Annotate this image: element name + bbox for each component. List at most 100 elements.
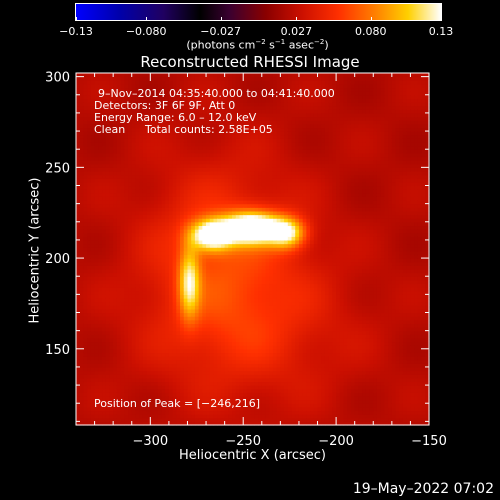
- heatmap-cell: [172, 185, 177, 190]
- heatmap-cell: [109, 265, 114, 270]
- heatmap-cell: [235, 258, 241, 263]
- heatmap-cell: [87, 102, 92, 107]
- heatmap-cell: [246, 134, 252, 139]
- heatmap-cell: [124, 127, 129, 132]
- heatmap-cell: [146, 319, 151, 324]
- heatmap-cell: [116, 192, 122, 197]
- heatmap-cell: [116, 334, 122, 339]
- heatmap-cell: [183, 105, 189, 110]
- heatmap-cell: [150, 200, 155, 205]
- heatmap-cell: [209, 127, 215, 132]
- heatmap-cell: [246, 229, 252, 234]
- heatmap-cell: [194, 341, 200, 346]
- heatmap-cell: [250, 330, 255, 335]
- heatmap-cell: [228, 87, 233, 92]
- heatmap-cell: [113, 388, 118, 393]
- heatmap-cell: [113, 156, 118, 161]
- heatmap-cell: [232, 196, 237, 201]
- heatmap-cell: [258, 141, 263, 147]
- heatmap-cell: [124, 76, 129, 81]
- heatmap-cell: [239, 403, 244, 408]
- heatmap-cell: [79, 258, 85, 263]
- heatmap-cell: [191, 207, 196, 212]
- heatmap-cell: [228, 316, 233, 321]
- heatmap-cell: [120, 221, 125, 227]
- heatmap-cell: [191, 192, 196, 197]
- heatmap-cell: [180, 261, 185, 266]
- heatmap-cell: [213, 131, 218, 136]
- heatmap-cell: [87, 308, 92, 314]
- heatmap-cell: [146, 102, 151, 107]
- heatmap-cell: [228, 330, 233, 335]
- heatmap-cell: [250, 363, 255, 368]
- heatmap-cell: [232, 352, 237, 357]
- heatmap-cell: [228, 170, 233, 176]
- heatmap-cell: [135, 403, 140, 408]
- heatmap-cell: [243, 352, 248, 357]
- heatmap-cell: [258, 225, 263, 230]
- heatmap-cell: [209, 185, 215, 190]
- heatmap-cell: [161, 192, 166, 197]
- heatmap-cell: [202, 359, 207, 364]
- heatmap-cell: [239, 210, 244, 216]
- heatmap-cell: [194, 76, 200, 81]
- heatmap-cell: [83, 305, 88, 310]
- heatmap-cell: [202, 341, 207, 346]
- heatmap-cell: [161, 417, 166, 422]
- heatmap-cell: [172, 83, 177, 89]
- heatmap-cell: [120, 214, 125, 219]
- heatmap-cell: [176, 265, 181, 270]
- heatmap-cell: [142, 80, 148, 85]
- heatmap-cell: [116, 91, 122, 96]
- heatmap-cell: [87, 149, 92, 154]
- heatmap-cells: [76, 73, 430, 426]
- heatmap-cell: [183, 399, 189, 404]
- heatmap-cell: [235, 174, 241, 179]
- heatmap-cell: [79, 109, 85, 114]
- heatmap-cell: [113, 163, 118, 168]
- heatmap-cell: [116, 138, 122, 143]
- heatmap-cell: [198, 294, 203, 299]
- heatmap-cell: [150, 210, 155, 216]
- heatmap-cell: [261, 218, 267, 223]
- heatmap-cell: [131, 417, 137, 422]
- heatmap-cell: [187, 359, 192, 364]
- heatmap-cell: [217, 247, 222, 252]
- heatmap-cell: [228, 127, 233, 132]
- heatmap-cell: [232, 297, 237, 303]
- heatmap-cell: [198, 421, 203, 426]
- heatmap-cell: [217, 283, 222, 288]
- heatmap-cell: [172, 272, 177, 277]
- heatmap-cell: [79, 399, 85, 404]
- heatmap-cell: [90, 268, 96, 274]
- heatmap-cell: [209, 414, 215, 419]
- heatmap-cell: [154, 254, 159, 259]
- heatmap-cell: [191, 308, 196, 314]
- heatmap-cell: [180, 239, 185, 245]
- heatmap-cell: [128, 381, 133, 386]
- heatmap-cell: [109, 417, 114, 422]
- heatmap-cell: [146, 149, 151, 154]
- heatmap-cell: [124, 366, 129, 372]
- heatmap-cell: [187, 345, 192, 350]
- heatmap-cell: [168, 356, 174, 361]
- heatmap-cell: [254, 323, 259, 328]
- heatmap-cell: [198, 374, 203, 379]
- heatmap-cell: [176, 305, 181, 310]
- heatmap-cell: [194, 276, 200, 281]
- heatmap-cell: [258, 185, 263, 190]
- heatmap-cell: [224, 308, 229, 314]
- heatmap-cell: [139, 149, 144, 154]
- heatmap-cell: [76, 312, 81, 317]
- heatmap-cell: [165, 185, 170, 190]
- heatmap-cell: [150, 377, 155, 383]
- heatmap-cell: [165, 76, 170, 81]
- heatmap-cell: [105, 356, 111, 361]
- heatmap-cell: [243, 80, 248, 85]
- heatmap-cell: [187, 297, 192, 303]
- heatmap-cell: [243, 225, 248, 230]
- heatmap-cell: [243, 359, 248, 364]
- heatmap-cell: [142, 279, 148, 285]
- heatmap-cell: [235, 287, 241, 292]
- heatmap-cell: [105, 131, 111, 136]
